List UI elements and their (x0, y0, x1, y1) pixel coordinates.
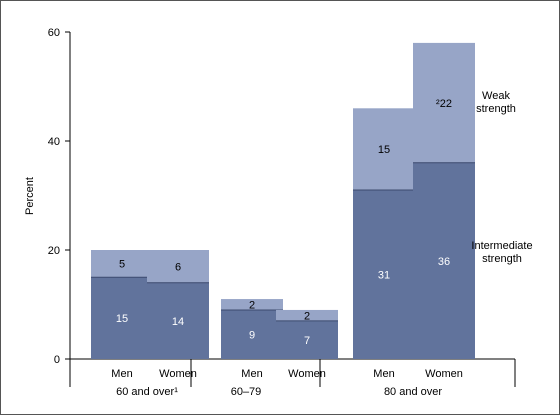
value-label-weak: 2 (304, 310, 310, 322)
bars (91, 42, 475, 359)
bar-segment-weak (221, 299, 283, 310)
legend-label-intermediate: Intermediate strength (471, 240, 532, 265)
y-tick-label: 0 (54, 354, 60, 366)
x-category-label: Men (373, 368, 394, 380)
value-label-weak: 2 (249, 300, 255, 312)
x-category-label: Women (288, 368, 326, 380)
bar-segment-weak (353, 108, 415, 191)
x-category-label: Women (159, 368, 197, 380)
bar-segment-intermediate (221, 309, 283, 359)
value-label-intermediate: 9 (249, 329, 255, 341)
y-tick-label: 40 (48, 136, 60, 148)
bar-segment-weak (147, 250, 209, 283)
bar-segment-weak (413, 42, 475, 163)
x-group-label: 60–79 (231, 386, 262, 398)
x-category-label: Men (241, 368, 262, 380)
x-group-label: 80 and over (384, 386, 442, 398)
value-label-weak: ²22 (436, 98, 452, 110)
value-label-weak: 5 (119, 259, 125, 271)
bar-segment-intermediate (413, 162, 475, 359)
bar-segment-intermediate (91, 277, 153, 359)
value-label-weak: 15 (378, 144, 390, 156)
bar-segment-intermediate (147, 282, 209, 359)
y-tick-label: 20 (48, 245, 60, 257)
x-category-label: Men (111, 368, 132, 380)
y-tick-label: 60 (48, 27, 60, 39)
value-label-weak: 6 (175, 261, 181, 273)
value-label-intermediate: 7 (304, 335, 310, 347)
value-label-intermediate: 15 (116, 313, 128, 325)
bar-segment-weak (91, 250, 153, 278)
value-label-intermediate: 14 (172, 316, 184, 328)
bar-segment-intermediate (276, 320, 338, 359)
bar-segment-intermediate (353, 190, 415, 359)
labels: 15 5 Men 14 6 Women 60 and over¹ 9 2 Men 7 2 Women 60… (111, 90, 532, 398)
x-category-label: Women (425, 368, 463, 380)
bar-segment-weak (276, 309, 338, 321)
value-label-intermediate: 31 (378, 270, 390, 282)
value-label-intermediate: 36 (438, 256, 450, 268)
legend-label-weak: Weak strength (476, 90, 516, 115)
x-group-label: 60 and over¹ (116, 386, 178, 398)
y-axis-title: Percent (24, 177, 36, 215)
